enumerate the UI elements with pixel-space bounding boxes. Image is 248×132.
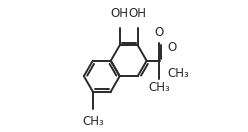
Text: OH: OH [129,7,147,20]
Text: OH: OH [111,7,129,20]
Text: CH₃: CH₃ [168,67,189,80]
Text: O: O [155,26,164,39]
Text: CH₃: CH₃ [149,81,170,94]
Text: O: O [168,41,177,54]
Text: CH₃: CH₃ [82,115,104,128]
